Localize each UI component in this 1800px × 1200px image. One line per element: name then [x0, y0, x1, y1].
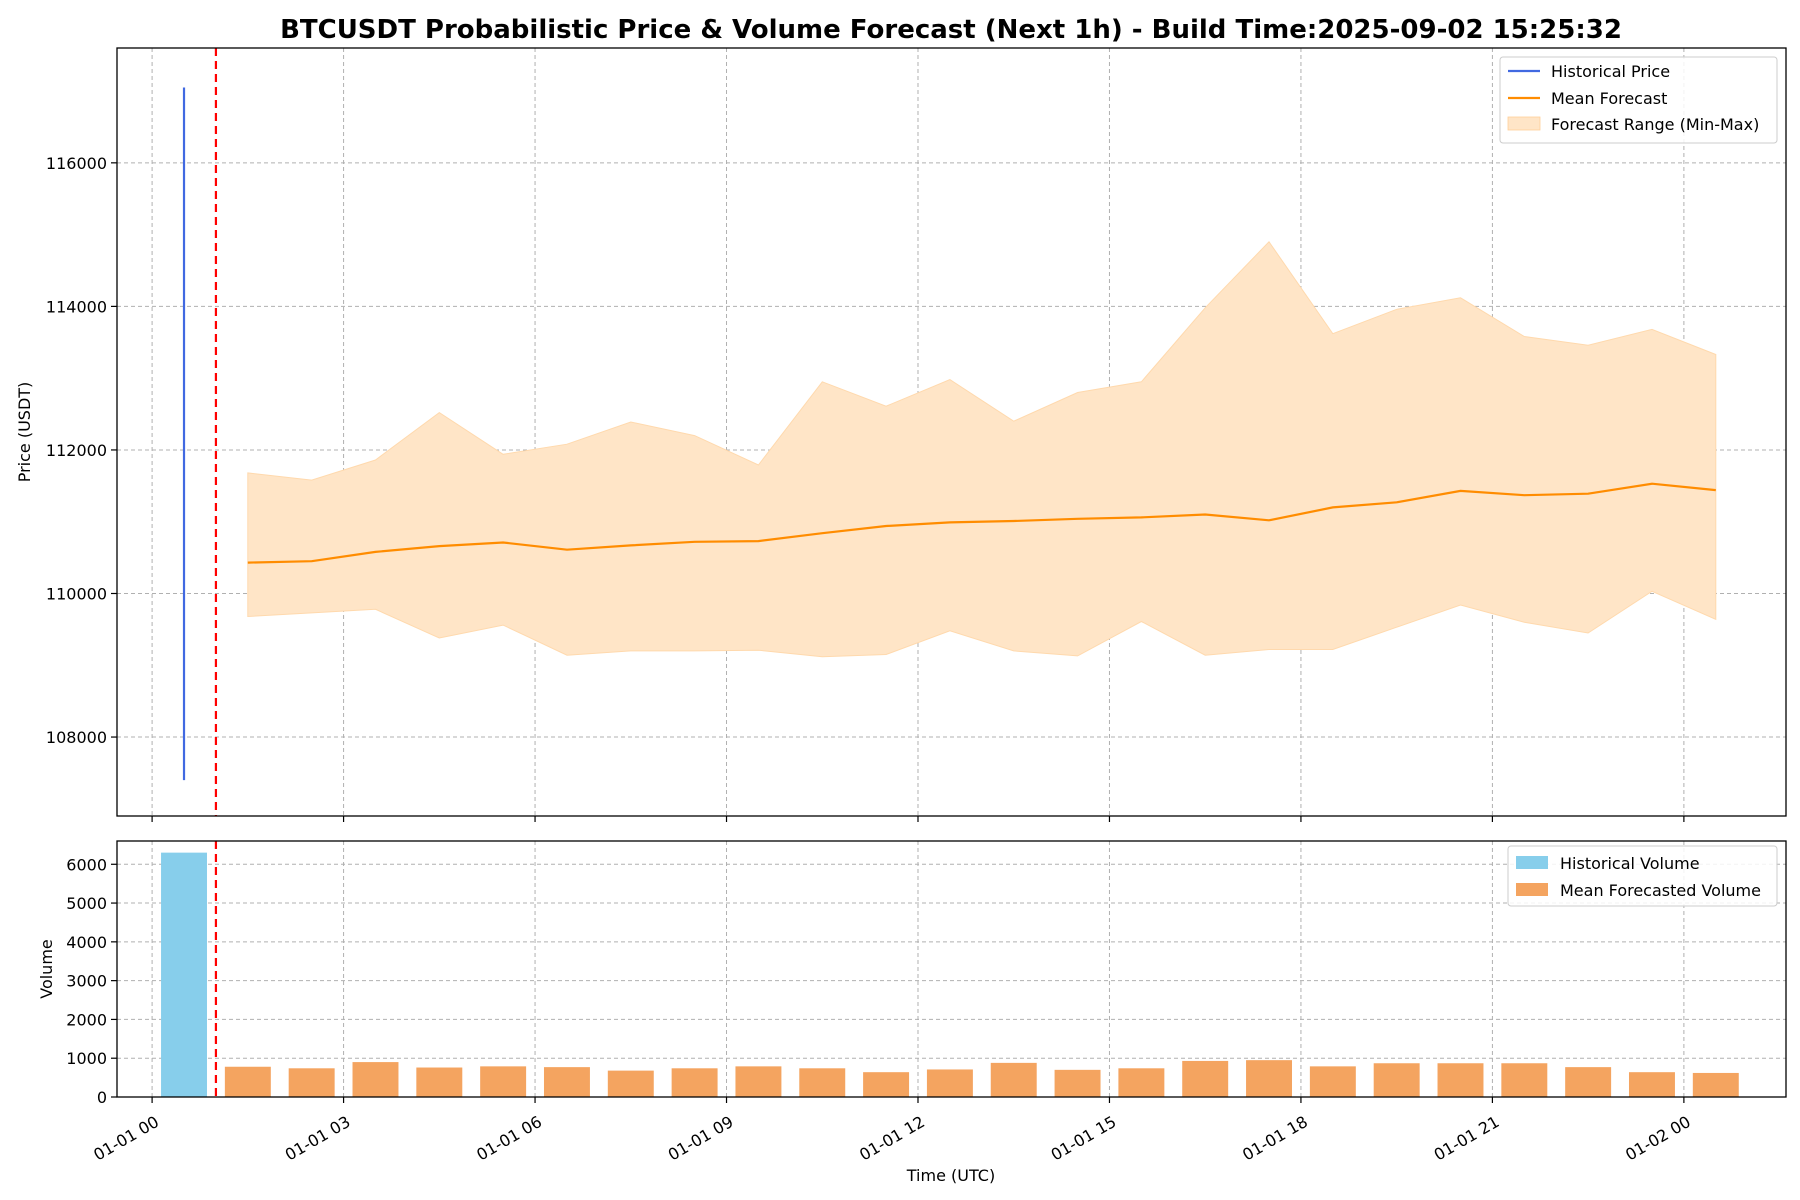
price-y-ticks: 108000 110000 112000 114000 116000	[46, 154, 117, 747]
x-tick-label: 01-01 21	[1431, 1112, 1503, 1164]
x-tick-label: 01-01 09	[665, 1112, 737, 1164]
chart-title: BTCUSDT Probabilistic Price & Volume For…	[280, 15, 1622, 45]
forecast-volume-bar	[1182, 1060, 1229, 1097]
forecast-volume-bar	[1373, 1063, 1420, 1097]
forecast-range-area	[247, 241, 1717, 658]
forecast-volume-bar	[1054, 1069, 1101, 1097]
forecast-volume-bar	[607, 1070, 654, 1097]
legend-historical-volume: Historical Volume	[1560, 854, 1700, 873]
volume-y-tick-label: 3000	[66, 972, 107, 991]
x-tick-label: 01-01 00	[90, 1112, 162, 1164]
forecast-volume-bar	[799, 1068, 846, 1097]
forecast-volume-bar	[1565, 1067, 1612, 1097]
forecast-volume-bar	[863, 1072, 910, 1097]
legend-mean-forecast: Mean Forecast	[1551, 89, 1667, 108]
price-y-tick-label: 116000	[46, 154, 107, 173]
volume-y-tick-label: 4000	[66, 933, 107, 952]
forecast-volume-bar	[480, 1066, 527, 1097]
forecast-volume-bar	[1246, 1060, 1293, 1097]
historical-volume-bar	[161, 852, 207, 1097]
price-legend: Historical Price Mean Forecast Forecast …	[1499, 56, 1778, 144]
x-axis-label: Time (UTC)	[906, 1166, 995, 1185]
x-tick-label: 01-01 06	[473, 1112, 545, 1164]
price-y-tick-label: 114000	[46, 297, 107, 316]
legend-historical-volume-swatch	[1516, 856, 1548, 869]
forecast-volume-bar	[1437, 1063, 1484, 1097]
volume-legend-box	[1507, 845, 1778, 907]
forecast-volume-bar	[671, 1068, 718, 1097]
forecast-range-band	[247, 241, 1717, 658]
forecast-volume-bar	[288, 1068, 335, 1097]
forecast-volume-bar	[543, 1067, 590, 1097]
forecast-volume-bar	[926, 1069, 973, 1097]
forecast-volume-bar	[224, 1066, 271, 1097]
price-legend-box	[1499, 56, 1778, 144]
mean-forecast-line	[247, 482, 1716, 564]
volume-bars	[161, 841, 1739, 1097]
forecast-volume-bar	[1118, 1068, 1165, 1097]
volume-y-tick-label: 5000	[66, 894, 107, 913]
x-tick-label: 01-01 18	[1239, 1112, 1311, 1164]
legend-forecast-range-swatch	[1507, 116, 1541, 131]
volume-y-ticks: 0 1000 2000 3000 4000 5000 6000	[66, 855, 117, 1107]
x-tick-label: 01-01 15	[1048, 1112, 1120, 1164]
price-axes-frame	[116, 47, 1787, 817]
x-tick-label: 01-01 03	[282, 1112, 354, 1164]
forecast-volume-bar	[990, 1062, 1037, 1097]
forecast-volume-bar	[1692, 1072, 1739, 1097]
x-tick-label: 01-02 00	[1622, 1112, 1694, 1164]
volume-y-tick-label: 1000	[66, 1049, 107, 1068]
price-y-tick-label: 108000	[46, 728, 107, 747]
price-y-tick-label: 112000	[46, 441, 107, 460]
legend-forecast-range: Forecast Range (Min-Max)	[1551, 115, 1759, 134]
price-x-ticks	[151, 816, 1685, 822]
volume-x-ticks: 01-01 00 01-01 03 01-01 06 01-01 09 01-01 12…	[90, 1097, 1694, 1164]
volume-axes-frame	[116, 840, 1787, 1098]
volume-y-tick-label: 2000	[66, 1010, 107, 1029]
forecast-volume-bar	[1628, 1072, 1675, 1097]
volume-legend: Historical Volume Mean Forecasted Volume	[1507, 845, 1778, 907]
legend-historical-price: Historical Price	[1551, 62, 1670, 81]
volume-y-tick-label: 6000	[66, 855, 107, 874]
legend-forecast-volume-swatch	[1516, 883, 1548, 896]
volume-y-tick-label: 0	[97, 1088, 107, 1107]
price-y-tick-label: 110000	[46, 584, 107, 603]
forecast-volume-bar	[416, 1067, 463, 1097]
forecast-volume-bar	[352, 1062, 399, 1097]
price-lines	[182, 48, 1716, 816]
forecast-volume-bar	[1501, 1063, 1548, 1097]
price-panel: 108000 110000 112000 114000 116000 Price (US…	[15, 47, 1787, 822]
volume-y-axis-label: Volume	[37, 939, 56, 999]
x-tick-label: 01-01 12	[856, 1112, 928, 1164]
price-y-axis-label: Price (USDT)	[15, 382, 34, 483]
forecast-volume-bar	[735, 1066, 782, 1097]
forecast-volume-bar	[1309, 1066, 1356, 1097]
legend-forecast-volume: Mean Forecasted Volume	[1560, 881, 1761, 900]
